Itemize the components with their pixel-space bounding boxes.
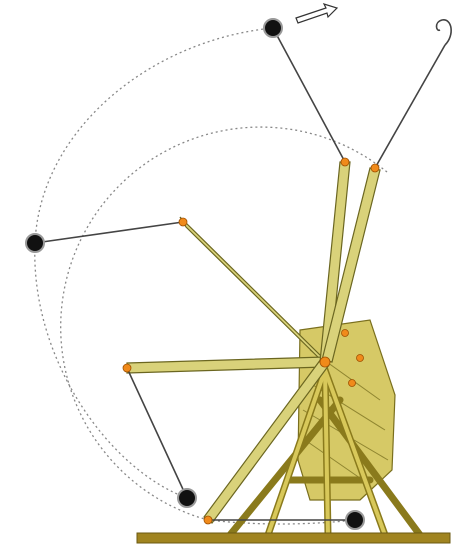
arms <box>126 161 381 524</box>
ground-trajectory <box>207 519 356 525</box>
direction-arrow <box>295 3 339 24</box>
projectile <box>263 18 283 38</box>
projectile <box>25 233 45 253</box>
pivots <box>122 157 380 525</box>
projectile <box>177 488 197 508</box>
projectile <box>345 510 365 530</box>
slings <box>34 19 452 521</box>
frame <box>226 366 424 539</box>
base-beam <box>136 532 451 544</box>
